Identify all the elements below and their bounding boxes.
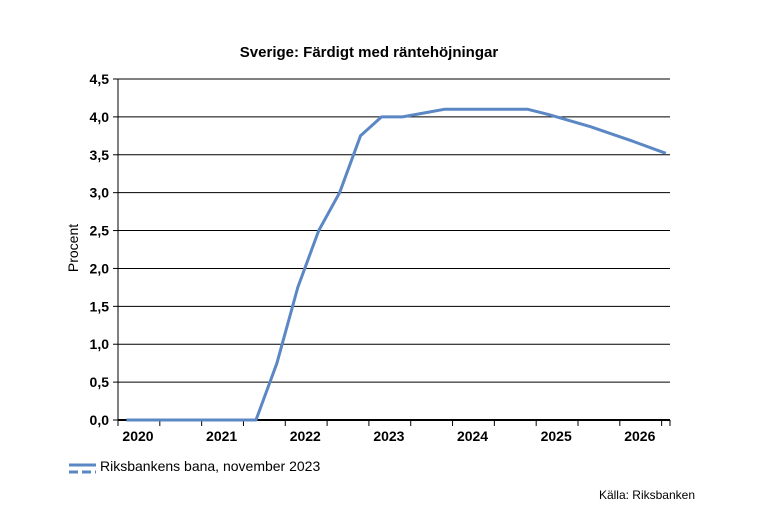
y-tick-label: 2,0 (90, 260, 110, 276)
x-tick-label: 2022 (290, 428, 321, 444)
x-tick-label: 2021 (206, 428, 237, 444)
series-group (126, 107, 667, 422)
y-tick-label: 3,0 (90, 185, 110, 201)
legend-label: Riksbankens bana, november 2023 (100, 458, 320, 474)
chart-title: Sverige: Färdigt med räntehöjningar (240, 44, 499, 61)
y-axis-label: Procent (65, 224, 81, 272)
series-line (126, 107, 667, 422)
source-note: Källa: Riksbanken (599, 488, 695, 502)
legend: Riksbankens bana, november 2023 (69, 458, 320, 474)
y-tick-label: 2,5 (90, 223, 110, 239)
y-tick-label: 0,5 (90, 374, 110, 390)
x-tick-label: 2023 (373, 428, 404, 444)
y-tick-label: 1,0 (90, 336, 110, 352)
y-tick-label: 4,0 (90, 109, 110, 125)
y-tick-label: 1,5 (90, 298, 110, 314)
y-tick-label: 4,5 (90, 71, 110, 87)
x-tick-label: 2020 (122, 428, 153, 444)
grid-lines (118, 78, 670, 421)
y-tick-label: 3,5 (90, 147, 110, 163)
x-axis: 2020 2021 2022 2023 2024 2025 2026 (117, 419, 671, 444)
x-tick-label: 2025 (541, 428, 572, 444)
x-tick-label: 2026 (624, 428, 655, 444)
x-tick-label: 2024 (457, 428, 488, 444)
y-axis-ticks: 0,0 0,5 1,0 1,5 2,0 2,5 3,0 3,5 4,0 4,5 (90, 71, 119, 428)
y-tick-label: 0,0 (90, 412, 110, 428)
